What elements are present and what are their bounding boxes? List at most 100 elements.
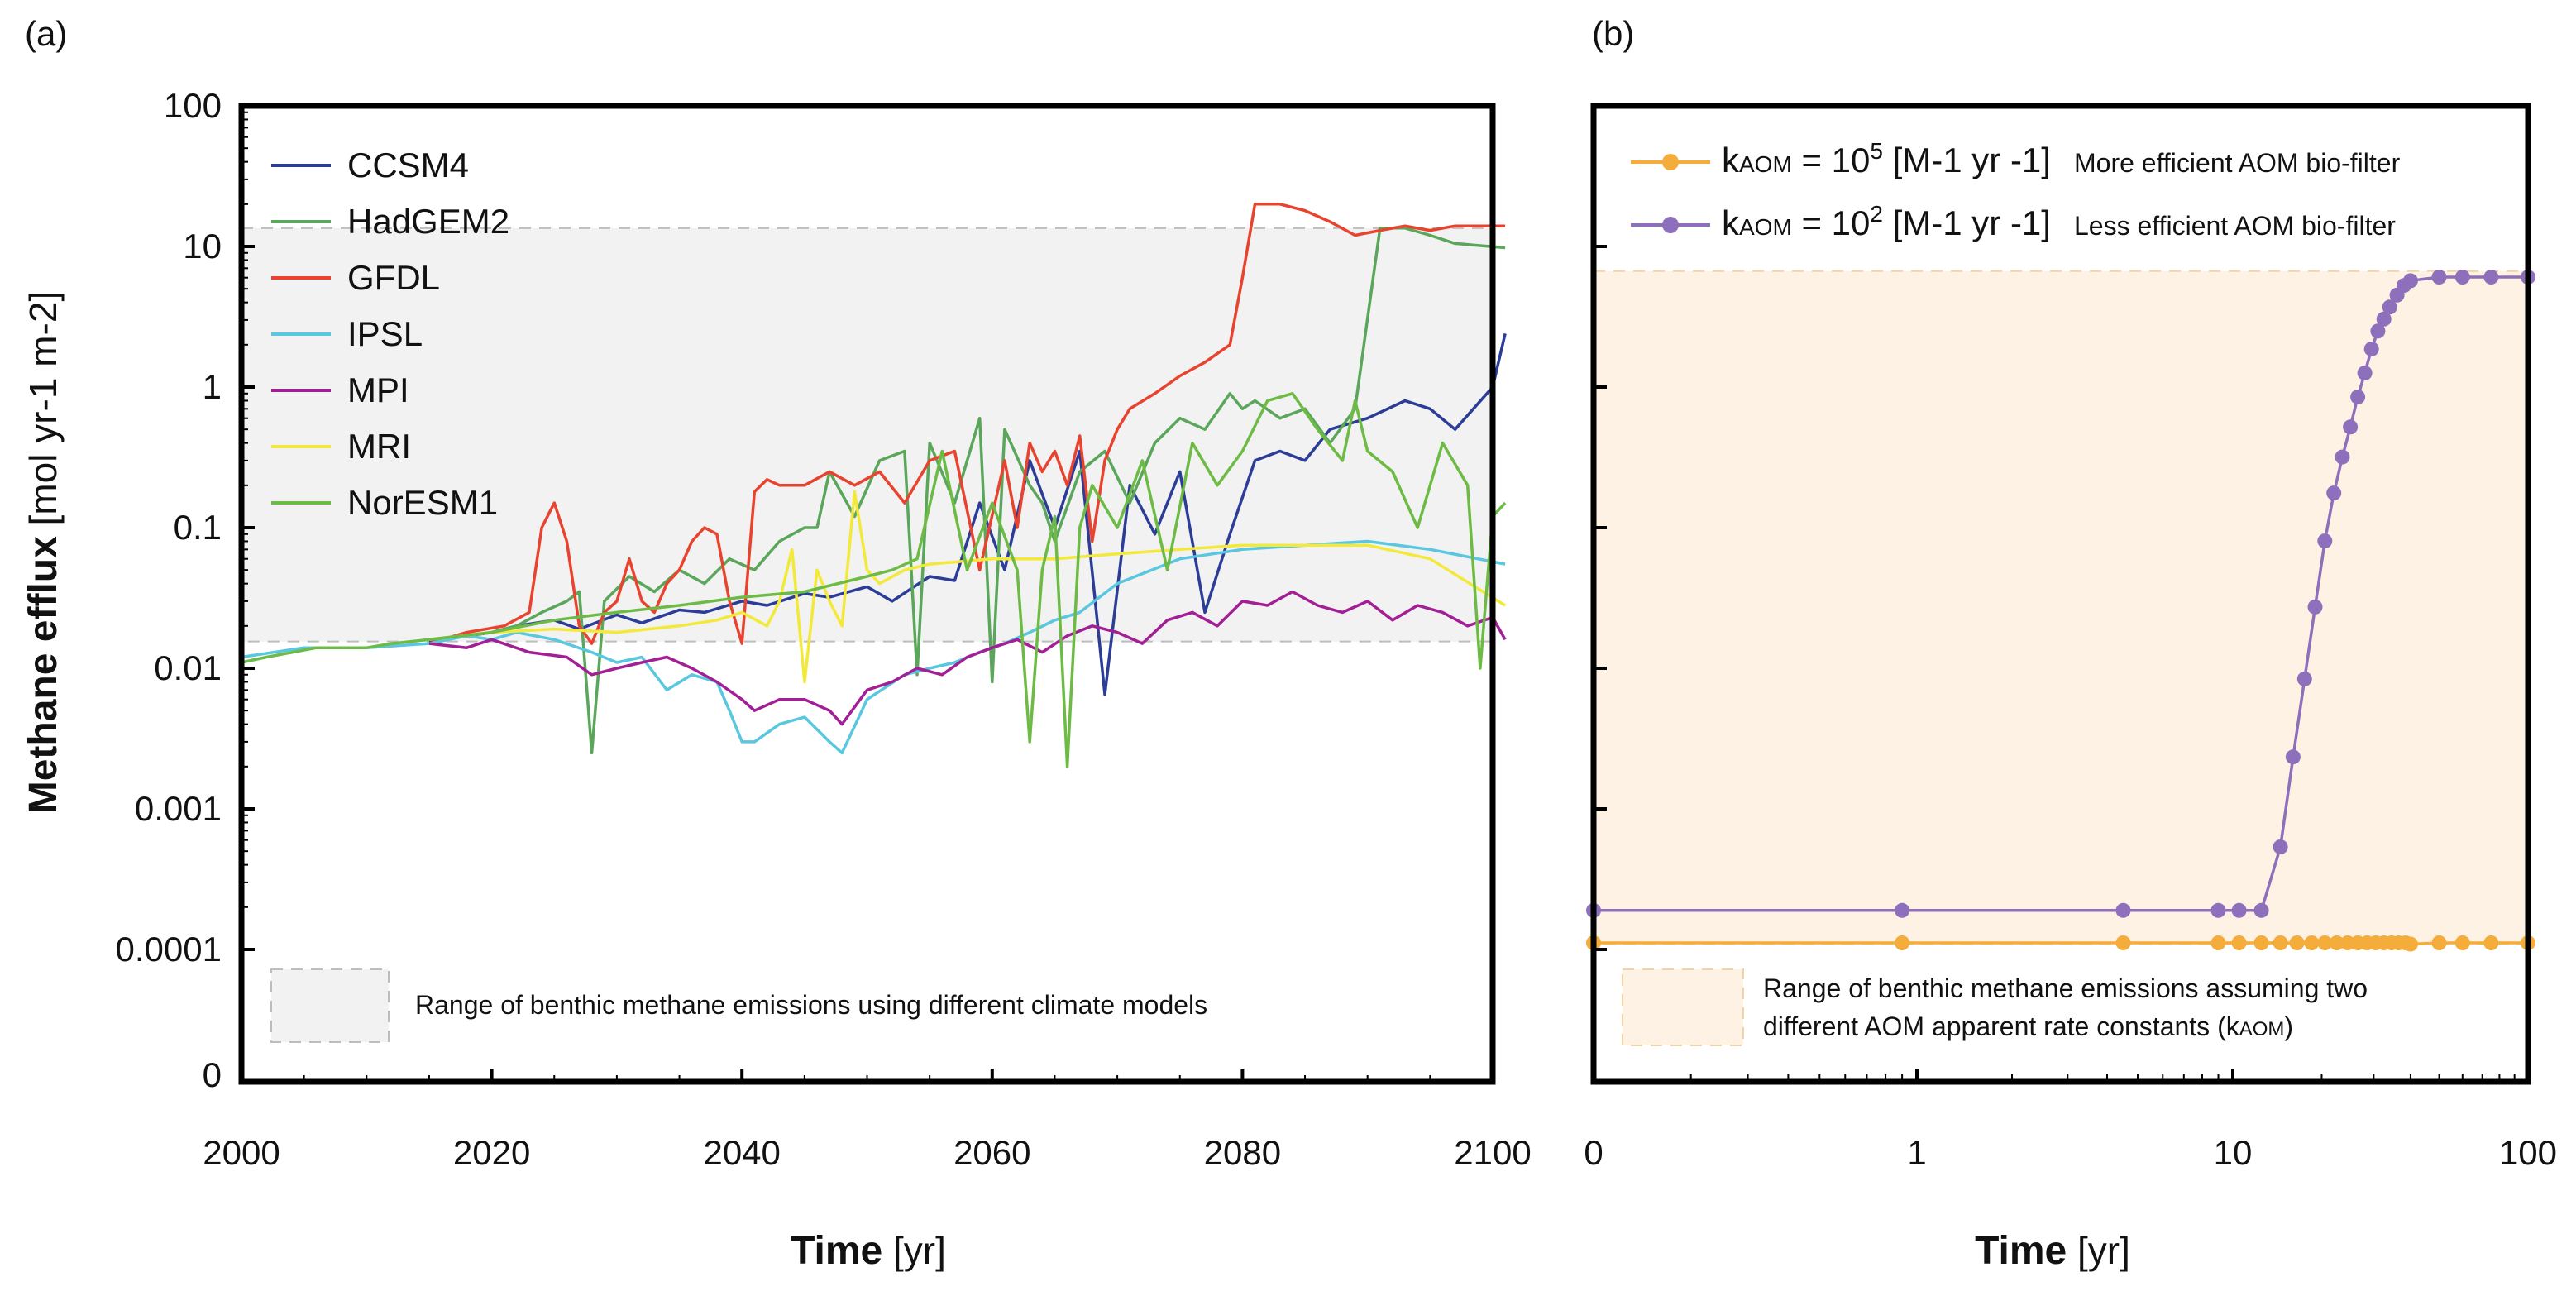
data-point-kaom-low [2285,749,2301,765]
legend-b-note-low: Less efficient AOM bio-filter [2074,211,2396,241]
y-tick-label-a: 1 [203,367,222,406]
range-band-b [1593,270,2529,945]
data-point-kaom-high [2273,935,2288,950]
x-axis-title-a: Time [yr] [791,1229,946,1273]
range-key-label-b-line1: Range of benthic methane emissions assum… [1763,973,2368,1003]
data-point-kaom-low [2370,323,2386,339]
data-point-kaom-high [2317,935,2333,950]
data-point-kaom-low [2382,299,2397,315]
series-line-mpi [428,590,1507,726]
data-point-kaom-low [2357,366,2373,380]
data-point-kaom-low [2454,270,2470,285]
data-point-kaom-high [2483,935,2499,950]
data-point-kaom-high [2431,935,2447,950]
data-point-kaom-low [2343,419,2359,435]
data-point-kaom-high [1895,935,1910,950]
legend-a-label-gfdl: GFDL [347,258,440,297]
legend-b: kAOM = 105 [M-1 yr -1] More efficient AO… [1631,138,2401,242]
data-point-kaom-low [2231,902,2247,918]
data-point-kaom-low [2296,671,2312,686]
legend-a-label-ipsl: IPSL [347,314,423,353]
y-title-bold-a: Methane efflux [22,536,65,814]
x-tick-label-b: 100 [2499,1133,2557,1172]
x-axis-title-b: Time [yr] [1975,1229,2130,1273]
range-key-label-a: Range of benthic methane emissions using… [415,990,1207,1020]
data-point-kaom-low [2402,273,2418,289]
range-key-label-b-line2: different AOM apparent rate constants (k… [1763,1011,2293,1041]
legend-a-label-mri: MRI [347,427,411,466]
y-tick-label-a: 0 [203,1055,222,1094]
x-tick-label-a: 2100 [1454,1133,1531,1172]
panel-b-label: (b) [1592,14,1634,53]
range-band-a [241,227,1494,643]
data-point-kaom-low [2335,449,2350,465]
data-point-kaom-high [2304,935,2320,950]
series-line-mri [428,490,1507,684]
data-point-kaom-low [2363,342,2379,356]
y-axis-a: 100 10 1 0.1 0.01 0.001 0.0001 0 [116,86,255,1094]
x-tick-label-a: 2040 [703,1133,780,1172]
data-point-kaom-low [2307,599,2323,615]
legend-a-label-noresm1: NorESM1 [347,483,498,522]
x-tick-label-a: 2000 [203,1133,280,1172]
x-title-unit-b: [yr] [2067,1229,2130,1272]
data-point-kaom-high [2289,935,2305,950]
x-tick-label-b: 1 [1907,1133,1926,1172]
data-point-kaom-low [2483,270,2499,285]
y-tick-label-a: 10 [183,227,222,265]
data-point-kaom-high [2115,935,2131,950]
x-tick-label-a: 2020 [453,1133,530,1172]
data-point-kaom-high [2231,935,2247,950]
y-axis-b [1594,104,1607,951]
x-tick-label-a: 2060 [953,1133,1030,1172]
legend-b-marker-high [1662,154,1679,170]
y-tick-label-a: 0.1 [174,508,222,547]
data-point-kaom-high [2402,936,2418,952]
data-point-kaom-low [2115,902,2131,918]
data-point-kaom-low [2253,902,2269,918]
legend-b-label-low: kAOM = 102 [M-1 yr -1] [1722,201,2051,242]
range-key-swatch-b [1622,968,1744,1046]
legend-a-label-ccsm4: CCSM4 [347,146,469,184]
legend-a-label-hadgem2: HadGEM2 [347,202,509,241]
panel-b: 0 1 10 100 Time [yr] kAOM = 105 [M-1 yr -1]… [1584,103,2557,1273]
y-title-unit-a: [mol yr-1 m-2] [22,291,65,536]
data-point-kaom-high [2210,935,2226,950]
data-point-kaom-low [2431,270,2447,285]
x-title-unit-a: [yr] [882,1229,946,1272]
series-line-hadgem2 [428,227,1506,755]
legend-b-note-high: More efficient AOM bio-filter [2074,148,2401,178]
legend-b-label-high: kAOM = 105 [M-1 yr -1] [1722,138,2051,179]
y-tick-label-a: 100 [164,86,222,125]
data-point-kaom-high [2454,935,2470,950]
series-line-ccsm4 [428,333,1507,696]
data-point-kaom-low [2350,390,2366,404]
data-point-kaom-low [2317,533,2333,549]
y-tick-label-a: 0.001 [135,789,222,828]
x-axis-a: 2000 2020 2040 2060 2080 2100 [203,1069,1532,1172]
data-point-kaom-low [2376,311,2392,327]
data-point-kaom-low [2326,485,2342,501]
data-point-kaom-high [2329,935,2344,950]
legend-a: CCSM4 HadGEM2 GFDL IPSL MPI MRI NorESM1 [271,146,509,522]
range-key-swatch-a [270,968,390,1043]
series-line-noresm1 [241,392,1507,768]
legend-a-label-mpi: MPI [347,371,409,409]
x-tick-label-b: 0 [1584,1133,1603,1172]
series-group-b [1586,270,2535,952]
data-point-kaom-high [2253,935,2269,950]
plot-frame-b [1590,103,2531,1085]
y-tick-label-a: 0.01 [154,648,222,687]
x-axis-b: 0 1 10 100 [1584,1069,2557,1172]
y-axis-title-a: Methane efflux [mol yr-1 m-2] [22,291,65,815]
series-line-gfdl [428,203,1506,645]
x-tick-label-a: 2080 [1204,1133,1281,1172]
data-point-kaom-low [1895,902,1910,918]
x-title-bold-a: Time [791,1229,882,1273]
data-point-kaom-low [2210,902,2226,918]
panel-a-label: (a) [25,14,67,53]
y-tick-label-a: 0.0001 [116,930,222,968]
legend-b-marker-low [1662,217,1679,233]
series-group-a [241,203,1507,768]
